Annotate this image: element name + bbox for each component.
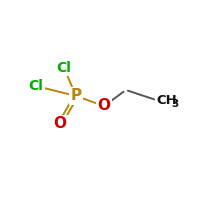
Text: 3: 3 [172,99,179,109]
Text: CH: CH [156,94,177,106]
Text: P: P [70,88,82,104]
Text: Cl: Cl [29,79,43,93]
Text: Cl: Cl [57,61,71,75]
Text: O: O [98,98,110,114]
Text: O: O [54,116,66,132]
